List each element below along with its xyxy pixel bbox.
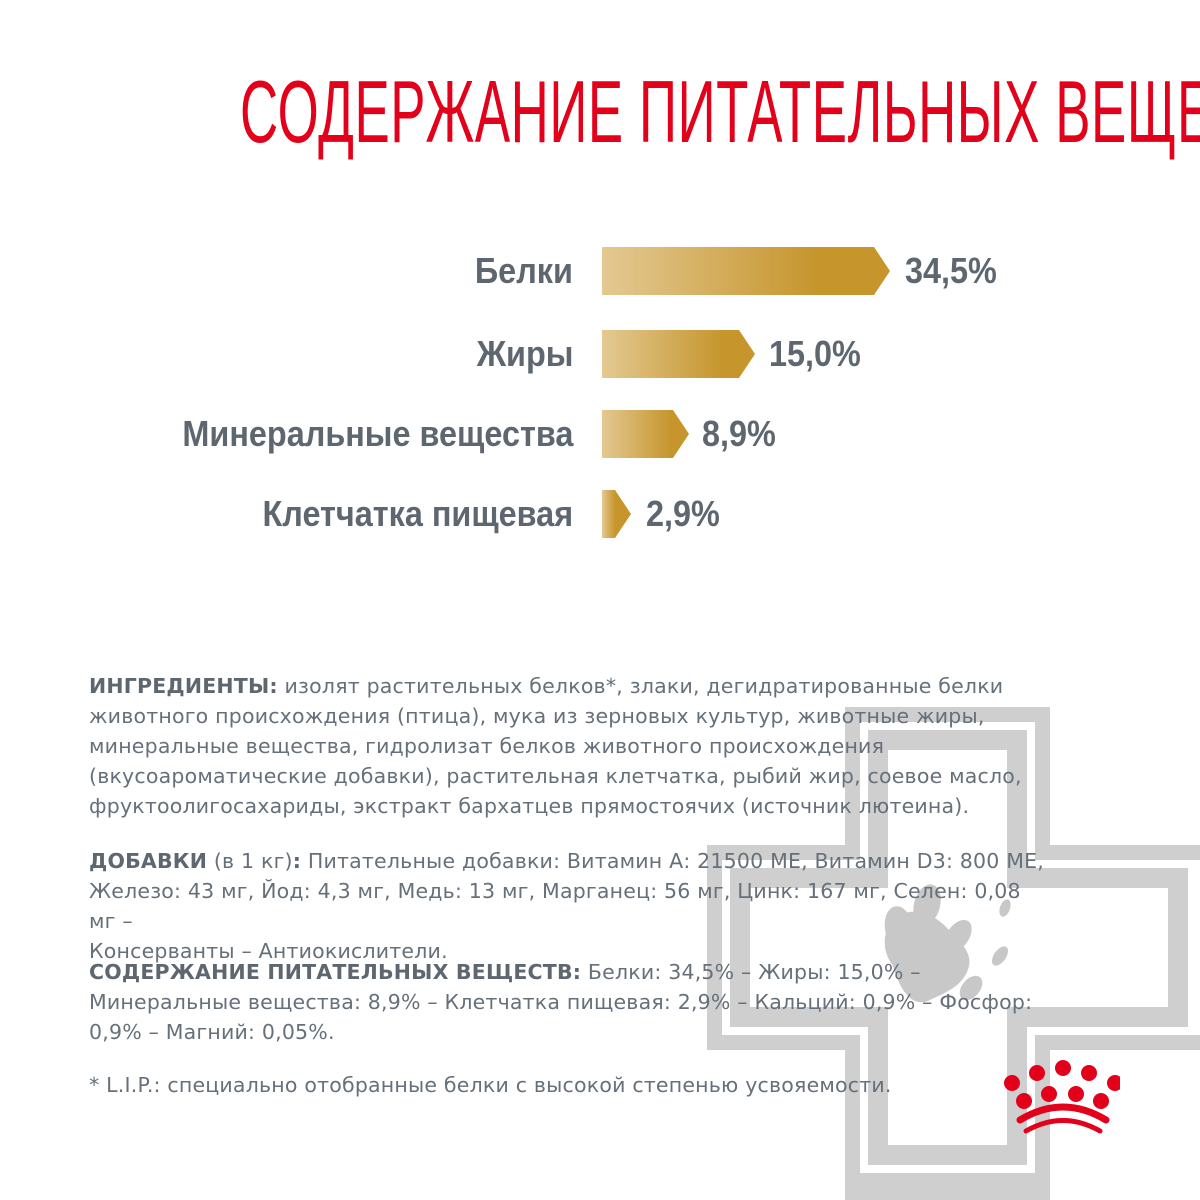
- ingredients-section: ИНГРЕДИЕНТЫ: изолят растительных белков*…: [89, 671, 1049, 821]
- bar-value: 2,9%: [646, 493, 720, 534]
- additives-paragraph: ДОБАВКИ (в 1 кг): Питательные добавки: В…: [89, 849, 1044, 963]
- nutrients-heading: СОДЕРЖАНИЕ ПИТАТЕЛЬНЫХ ВЕЩЕСТВ:: [89, 960, 582, 984]
- page-title: СОДЕРЖАНИЕ ПИТАТЕЛЬНЫХ ВЕЩЕСТВ: [240, 62, 1200, 161]
- bar-arrow-icon: [602, 247, 890, 295]
- bar-value: 8,9%: [702, 413, 776, 454]
- additives-heading: ДОБАВКИ: [89, 849, 208, 873]
- bar-label: Клетчатка пищевая: [262, 493, 573, 534]
- bar-row-fat: Жиры 15,0%: [0, 330, 1200, 378]
- bar-arrow-icon: [602, 490, 631, 538]
- footnote: * L.I.P.: специально отобранные белки с …: [89, 1073, 892, 1097]
- bar-row-protein: Белки 34,5%: [0, 247, 1200, 295]
- bar-row-fiber: Клетчатка пищевая 2,9%: [0, 490, 1200, 538]
- nutrients-paragraph: СОДЕРЖАНИЕ ПИТАТЕЛЬНЫХ ВЕЩЕСТВ: Белки: 3…: [89, 960, 1033, 1044]
- bar-value: 15,0%: [769, 333, 861, 374]
- paw-icon: [884, 884, 1011, 1003]
- bar-arrow-icon: [602, 410, 689, 458]
- ingredients-heading: ИНГРЕДИЕНТЫ:: [89, 674, 278, 698]
- bar-value: 34,5%: [905, 250, 997, 291]
- bar-label: Минеральные вещества: [182, 413, 573, 454]
- bar-label: Жиры: [476, 333, 573, 374]
- bar-arrow-icon: [602, 330, 755, 378]
- bar-label: Белки: [474, 250, 573, 291]
- crown-logo-icon: [1004, 1060, 1120, 1134]
- ingredients-paragraph: ИНГРЕДИЕНТЫ: изолят растительных белков*…: [89, 674, 1022, 818]
- additives-section: ДОБАВКИ (в 1 кг): Питательные добавки: В…: [89, 846, 1049, 966]
- nutrients-section: СОДЕРЖАНИЕ ПИТАТЕЛЬНЫХ ВЕЩЕСТВ: Белки: 3…: [89, 957, 1049, 1047]
- bar-row-minerals: Минеральные вещества 8,9%: [0, 410, 1200, 458]
